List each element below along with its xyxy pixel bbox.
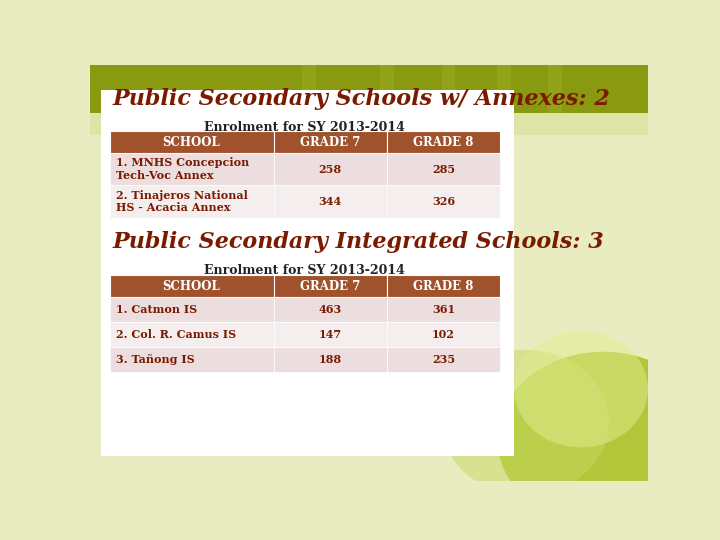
Bar	[498, 65, 511, 113]
Ellipse shape	[498, 352, 709, 526]
Bar	[274, 153, 387, 185]
Bar	[387, 322, 500, 347]
Text: Public Secondary Integrated Schools: 3: Public Secondary Integrated Schools: 3	[112, 231, 604, 253]
Bar	[380, 65, 394, 113]
Text: 3. Tañong IS: 3. Tañong IS	[116, 354, 195, 364]
Text: 102: 102	[432, 329, 455, 340]
Bar	[387, 131, 500, 153]
Text: 188: 188	[319, 354, 342, 364]
Text: 235: 235	[432, 354, 455, 364]
Ellipse shape	[441, 349, 609, 495]
Text: 285: 285	[432, 164, 455, 174]
Text: 147: 147	[319, 329, 342, 340]
Text: SCHOOL: SCHOOL	[163, 136, 220, 148]
Text: 344: 344	[318, 196, 342, 207]
Bar	[547, 65, 562, 113]
Bar	[274, 131, 387, 153]
Text: Public Secondary Schools w/ Annexes: 2: Public Secondary Schools w/ Annexes: 2	[112, 87, 610, 110]
Text: 2. Tinajeros National
HS - Acacia Annex: 2. Tinajeros National HS - Acacia Annex	[116, 190, 248, 213]
Text: GRADE 7: GRADE 7	[300, 136, 361, 148]
Bar	[109, 297, 274, 322]
Bar	[387, 297, 500, 322]
Bar	[109, 322, 274, 347]
Bar	[274, 347, 387, 372]
Ellipse shape	[514, 331, 648, 447]
Text: 326: 326	[432, 196, 455, 207]
Text: 463: 463	[318, 304, 342, 315]
Text: 361: 361	[432, 304, 455, 315]
Bar	[90, 65, 648, 113]
Text: 2. Col. R. Camus IS: 2. Col. R. Camus IS	[116, 329, 236, 340]
Text: Enrolment for SY 2013-2014: Enrolment for SY 2013-2014	[204, 264, 405, 276]
Bar	[109, 275, 274, 297]
Text: Enrolment for SY 2013-2014: Enrolment for SY 2013-2014	[204, 121, 405, 134]
Bar	[109, 131, 274, 153]
Bar	[274, 322, 387, 347]
Bar	[101, 90, 514, 456]
Text: GRADE 8: GRADE 8	[413, 280, 474, 293]
Bar	[274, 297, 387, 322]
Bar	[109, 153, 274, 185]
Bar	[387, 153, 500, 185]
Bar	[90, 113, 648, 136]
Bar	[302, 65, 316, 113]
Bar	[274, 275, 387, 297]
Bar	[274, 185, 387, 218]
Text: 1. MNHS Concepcion
Tech-Voc Annex: 1. MNHS Concepcion Tech-Voc Annex	[116, 157, 249, 181]
Bar	[109, 347, 274, 372]
Bar	[387, 347, 500, 372]
Bar	[387, 185, 500, 218]
Text: GRADE 7: GRADE 7	[300, 280, 361, 293]
Text: SCHOOL: SCHOOL	[163, 280, 220, 293]
Bar	[441, 65, 456, 113]
Text: 258: 258	[319, 164, 342, 174]
Bar	[109, 185, 274, 218]
Bar	[387, 275, 500, 297]
Text: 1. Catmon IS: 1. Catmon IS	[116, 304, 197, 315]
Text: GRADE 8: GRADE 8	[413, 136, 474, 148]
